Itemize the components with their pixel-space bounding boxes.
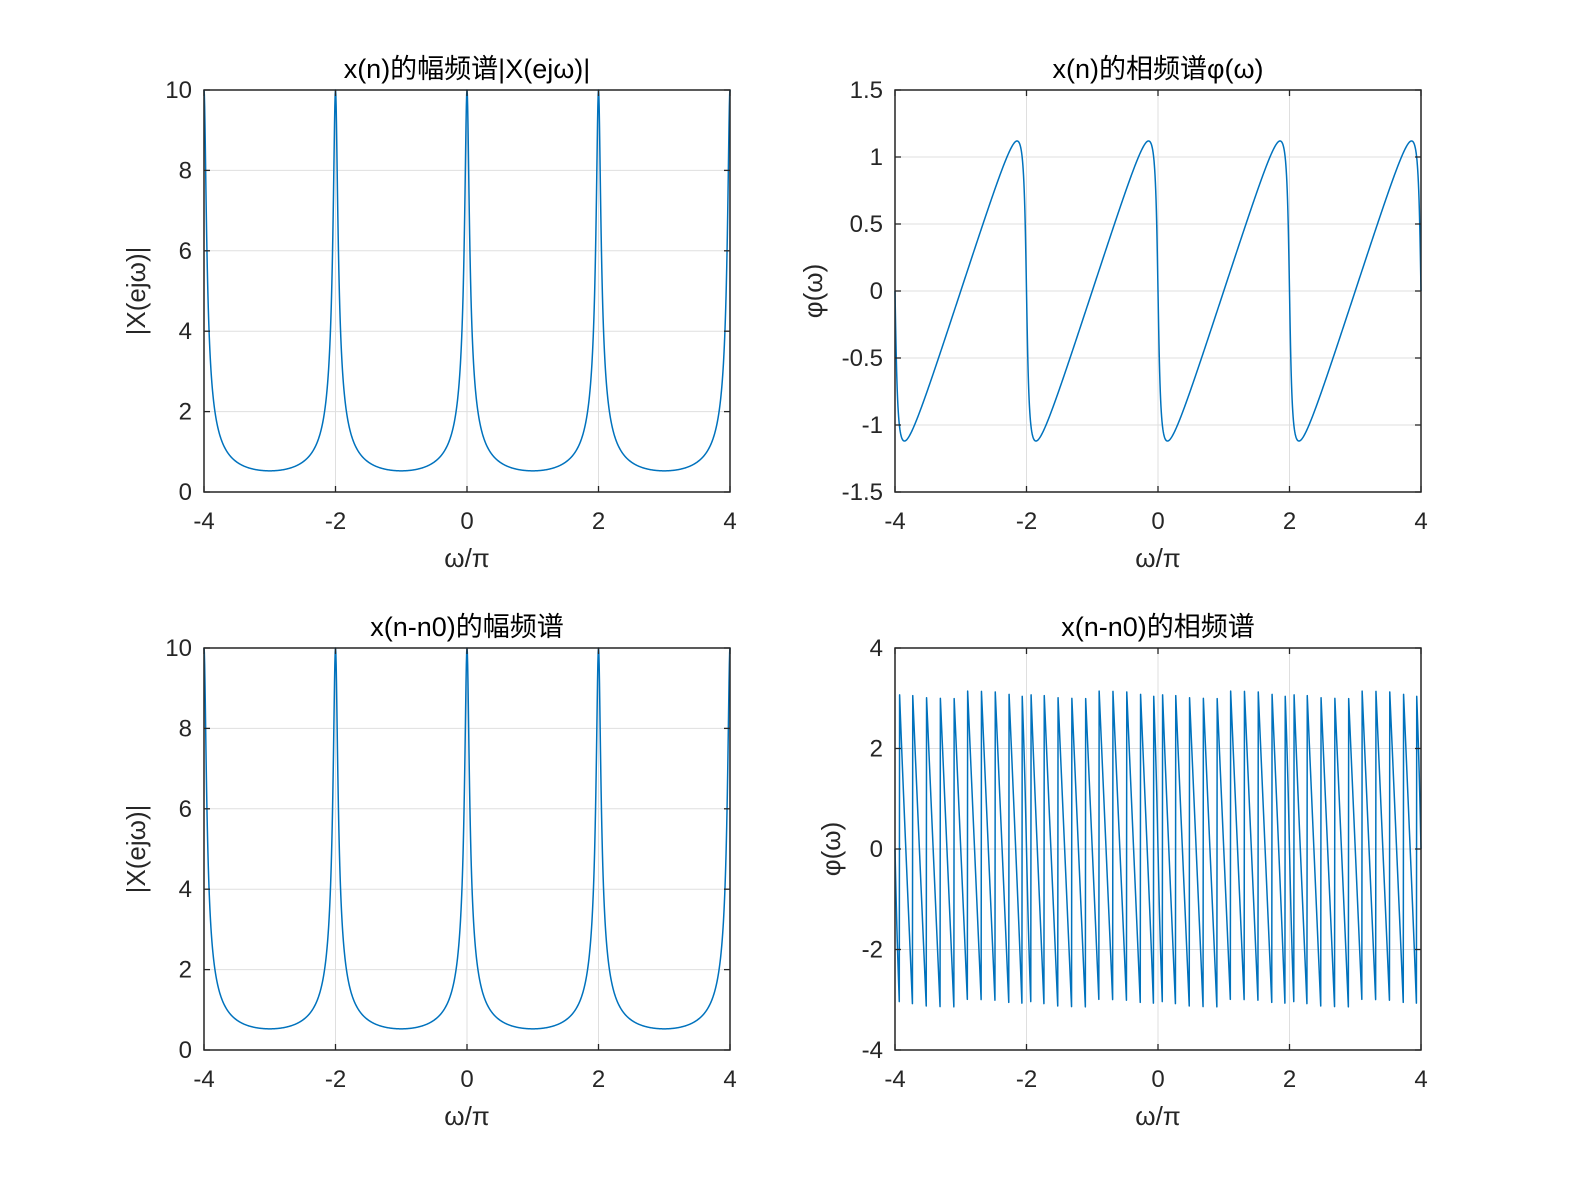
phase-shifted-y-label: φ(ω) [816, 822, 846, 876]
mag-x-tick-label: 4 [723, 508, 736, 535]
mag-shift-y-tick-label: 8 [179, 715, 192, 742]
magnitude-shifted-y-label: |X(ejω)| [121, 805, 151, 894]
subplot-phase-shifted: -4 -2 0 2 4 -4 -2 0 2 4 x(n-n0)的相频谱 ω/π φ(ω) [816, 612, 1428, 1131]
phase-shift-x-tick-label: 2 [1283, 1066, 1296, 1093]
phase-shift-y-tick-label: -2 [862, 937, 883, 964]
phase-x-tick-label: 4 [1414, 508, 1427, 535]
phase-x-label: ω/π [1135, 543, 1180, 573]
mag-shift-x-tick-label: -4 [193, 1066, 214, 1093]
subplot-magnitude: -4 -2 0 2 4 0 2 4 6 8 10 x(n)的幅频谱|X(ejω)| ω/π |X(e… [121, 54, 737, 573]
phase-y-tick-label: 0 [870, 278, 883, 305]
mag-shift-y-tick-label: 6 [179, 796, 192, 823]
phase-shifted-x-label: ω/π [1135, 1101, 1180, 1131]
magnitude-shifted-title: x(n-n0)的幅频谱 [370, 612, 564, 642]
mag-y-tick-label: 2 [179, 399, 192, 426]
phase-x-tick-label: -2 [1016, 508, 1037, 535]
magnitude-title: x(n)的幅频谱|X(ejω)| [344, 54, 591, 84]
phase-y-tick-label: -1 [862, 412, 883, 439]
phase-shift-y-tick-label: 2 [870, 736, 883, 763]
phase-x-tick-label: 2 [1283, 508, 1296, 535]
phase-x-tick-label: -4 [884, 508, 905, 535]
phase-shift-x-tick-label: -4 [884, 1066, 905, 1093]
mag-x-tick-label: 0 [460, 508, 473, 535]
mag-shift-x-tick-label: 4 [723, 1066, 736, 1093]
mag-y-tick-label: 4 [179, 318, 192, 345]
mag-y-tick-label: 10 [165, 77, 192, 104]
phase-y-label: φ(ω) [798, 264, 828, 318]
mag-x-tick-label: -2 [325, 508, 346, 535]
ticks-phase-shifted: -4 -2 0 2 4 -4 -2 0 2 4 [862, 635, 1428, 1093]
mag-shift-y-tick-label: 2 [179, 957, 192, 984]
mag-shift-y-tick-label: 0 [179, 1037, 192, 1064]
ticks-magnitude-shifted: -4 -2 0 2 4 0 2 4 6 8 10 [165, 635, 736, 1093]
phase-y-tick-label: 0.5 [850, 211, 883, 238]
phase-shift-x-tick-label: -2 [1016, 1066, 1037, 1093]
mag-shift-y-tick-label: 4 [179, 876, 192, 903]
mag-x-tick-label: -4 [193, 508, 214, 535]
ticks-magnitude: -4 -2 0 2 4 0 2 4 6 8 10 [165, 77, 736, 535]
magnitude-shifted-x-label: ω/π [444, 1101, 489, 1131]
phase-y-tick-label: -0.5 [842, 345, 883, 372]
phase-shifted-series-line [894, 690, 1422, 1008]
ticks-phase: -4 -2 0 2 4 -1.5 -1 -0.5 0 0.5 1 1.5 [842, 77, 1428, 535]
phase-shift-x-tick-label: 4 [1414, 1066, 1427, 1093]
phase-title: x(n)的相频谱φ(ω) [1052, 54, 1263, 84]
magnitude-y-label: |X(ejω)| [121, 247, 151, 336]
phase-y-tick-label: 1.5 [850, 77, 883, 104]
subplot-magnitude-shifted: -4 -2 0 2 4 0 2 4 6 8 10 x(n-n0)的幅频谱 ω/π |X(ejω)| [121, 612, 737, 1131]
phase-series-line [894, 140, 1422, 442]
phase-shift-y-tick-label: 4 [870, 635, 883, 662]
phase-shift-y-tick-label: 0 [870, 836, 883, 863]
mag-shift-x-tick-label: 0 [460, 1066, 473, 1093]
mag-y-tick-label: 0 [179, 479, 192, 506]
mag-x-tick-label: 2 [592, 508, 605, 535]
phase-y-tick-label: -1.5 [842, 479, 883, 506]
phase-y-tick-label: 1 [870, 144, 883, 171]
magnitude-x-label: ω/π [444, 543, 489, 573]
phase-shifted-title: x(n-n0)的相频谱 [1061, 612, 1255, 642]
mag-shift-x-tick-label: 2 [592, 1066, 605, 1093]
mag-y-tick-label: 8 [179, 157, 192, 184]
grid-magnitude [204, 90, 730, 492]
mag-shift-x-tick-label: -2 [325, 1066, 346, 1093]
phase-shift-x-tick-label: 0 [1151, 1066, 1164, 1093]
mag-shift-y-tick-label: 10 [165, 635, 192, 662]
phase-x-tick-label: 0 [1151, 508, 1164, 535]
phase-shift-y-tick-label: -4 [862, 1037, 883, 1064]
mag-y-tick-label: 6 [179, 238, 192, 265]
subplot-phase: -4 -2 0 2 4 -1.5 -1 -0.5 0 0.5 1 1.5 x(n)的相频谱φ(ω) ω… [798, 54, 1428, 573]
grid-magnitude-shifted [204, 648, 730, 1050]
